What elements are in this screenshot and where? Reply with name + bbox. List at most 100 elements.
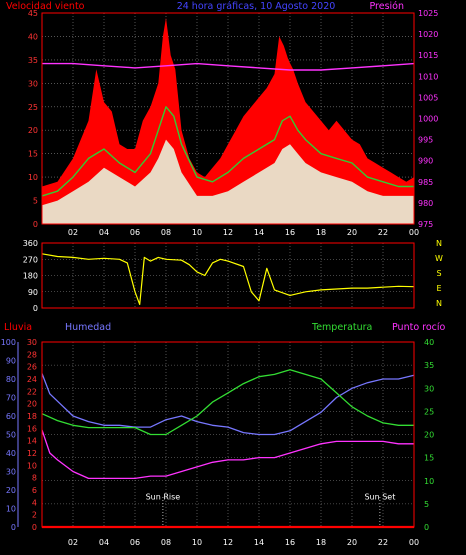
wind-y-tick-label: 25	[28, 103, 38, 112]
temperature-y-tick-label: 25	[424, 407, 434, 416]
humidity-y-tick-label: 0	[11, 523, 16, 532]
rain-y-tick-label: 10	[27, 461, 37, 470]
rain-y-tick-label: 12	[27, 449, 37, 458]
x-tick-label: 18	[316, 228, 326, 237]
rain-y-tick-label: 24	[27, 375, 37, 384]
x-tick-label: 04	[99, 228, 109, 237]
x-tick-label: 06	[130, 538, 140, 547]
compass-label: N	[436, 239, 442, 248]
wind-y-tick-label: 45	[28, 9, 38, 18]
pressure-y-tick-label: 1020	[418, 30, 438, 39]
direction-y-tick-label: 360	[23, 239, 38, 248]
x-tick-label: 14	[254, 228, 264, 237]
dew-point-title: Punto rocío	[392, 322, 446, 333]
rain-y-tick-label: 28	[27, 350, 37, 359]
pressure-y-tick-label: 990	[418, 157, 433, 166]
wind-y-tick-label: 0	[33, 220, 38, 229]
x-tick-label: 12	[223, 538, 233, 547]
x-tick-label: 20	[347, 228, 357, 237]
compass-label: S	[436, 269, 441, 278]
wind-y-tick-label: 15	[28, 150, 38, 159]
humidity-y-tick-label: 50	[6, 431, 16, 440]
rain-y-tick-label: 22	[27, 387, 37, 396]
humidity-temp-chart-frame	[41, 341, 415, 528]
x-tick-label: 00	[409, 538, 419, 547]
humidity-y-tick-label: 90	[6, 357, 16, 366]
pressure-y-tick-label: 1000	[418, 115, 438, 124]
rain-y-tick-label: 6	[32, 486, 37, 495]
compass-label: E	[436, 284, 441, 293]
direction-y-tick-label: 270	[23, 255, 38, 264]
pressure-y-tick-label: 1010	[418, 72, 438, 81]
temperature-y-tick-label: 10	[424, 477, 434, 486]
compass-label: W	[435, 254, 443, 263]
temperature-y-tick-label: 20	[424, 431, 434, 440]
direction-chart-frame	[41, 242, 415, 309]
wind-y-tick-label: 10	[28, 173, 38, 182]
labels-layer: 0510152025303540459759809859909951000100…	[1, 9, 443, 547]
humidity-y-tick-label: 20	[6, 486, 16, 495]
x-tick-label: 08	[161, 538, 171, 547]
x-tick-label: 22	[378, 228, 388, 237]
wind-average-line	[41, 106, 414, 197]
x-tick-label: 20	[347, 538, 357, 547]
wind-speed-area	[42, 139, 414, 224]
humidity-y-tick-label: 60	[6, 412, 16, 421]
x-tick-label: 14	[254, 538, 264, 547]
x-tick-label: 02	[68, 538, 78, 547]
dew-point-line	[41, 429, 414, 480]
temperature-title: Temperatura	[311, 322, 372, 333]
pressure-y-tick-label: 1025	[418, 9, 438, 18]
rain-y-tick-label: 14	[27, 437, 37, 446]
pressure-y-tick-label: 985	[418, 178, 433, 187]
rain-y-tick-label: 4	[32, 498, 37, 507]
humidity-y-tick-label: 100	[1, 338, 16, 347]
wind-y-tick-label: 5	[33, 197, 38, 206]
pressure-y-tick-label: 980	[418, 199, 433, 208]
wind-y-tick-label: 30	[28, 79, 38, 88]
sun-event-label: Sun Set	[364, 492, 395, 501]
wind-y-tick-label: 20	[28, 126, 38, 135]
x-tick-label: 16	[285, 538, 295, 547]
humidity-y-tick-label: 80	[6, 375, 16, 384]
humidity-y-tick-label: 70	[6, 394, 16, 403]
temperature-y-tick-label: 40	[424, 338, 434, 347]
temperature-y-tick-label: 15	[424, 454, 434, 463]
x-tick-label: 04	[99, 538, 109, 547]
rain-y-tick-label: 30	[27, 338, 37, 347]
x-tick-label: 02	[68, 228, 78, 237]
x-tick-label: 16	[285, 228, 295, 237]
humidity-y-tick-label: 40	[6, 449, 16, 458]
pressure-y-tick-label: 1015	[418, 51, 438, 60]
direction-y-tick-label: 180	[23, 272, 38, 281]
rain-y-tick-label: 20	[27, 400, 37, 409]
pressure-title: Presión	[369, 1, 404, 12]
wind-speed-title: Velocidad viento	[6, 1, 85, 12]
x-tick-label: 22	[378, 538, 388, 547]
rain-y-tick-label: 26	[27, 363, 37, 372]
x-tick-label: 10	[192, 538, 202, 547]
x-tick-label: 00	[409, 228, 419, 237]
rain-y-tick-label: 0	[32, 523, 37, 532]
wind-y-tick-label: 35	[28, 56, 38, 65]
temperature-line	[41, 369, 414, 436]
pressure-y-tick-label: 975	[418, 220, 433, 229]
sun-event-label: Sun Rise	[146, 492, 181, 501]
x-tick-label: 12	[223, 228, 233, 237]
wind-chart-frame	[41, 12, 415, 225]
chart-date-title: 24 hora gráficas, 10 Agosto 2020	[177, 1, 336, 12]
humidity-y-tick-label: 30	[6, 468, 16, 477]
compass-label: N	[436, 299, 442, 308]
x-tick-label: 08	[161, 228, 171, 237]
frames-layer	[17, 12, 415, 528]
temperature-y-tick-label: 0	[424, 523, 429, 532]
direction-y-tick-label: 90	[28, 288, 38, 297]
pressure-y-tick-label: 995	[418, 136, 433, 145]
temperature-y-tick-label: 35	[424, 361, 434, 370]
direction-y-tick-label: 0	[33, 304, 38, 313]
temperature-y-tick-label: 30	[424, 384, 434, 393]
humidity-y-tick-label: 10	[6, 505, 16, 514]
x-tick-label: 10	[192, 228, 202, 237]
x-tick-label: 18	[316, 538, 326, 547]
